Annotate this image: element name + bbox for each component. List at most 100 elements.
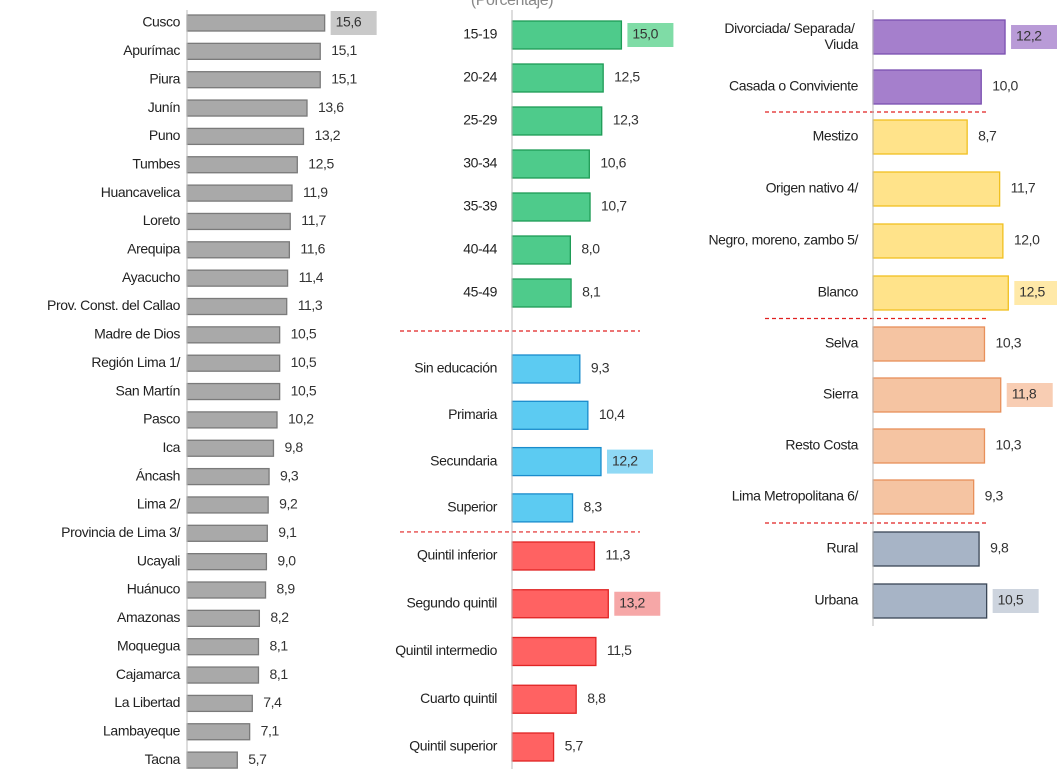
value-label: 10,5 — [291, 382, 317, 398]
value-label: 12,5 — [308, 155, 334, 171]
value-label: 10,4 — [599, 406, 625, 422]
category-label: Superior — [447, 499, 497, 515]
value-label: 9,0 — [277, 552, 296, 568]
value-label: 10,5 — [998, 592, 1024, 608]
category-label: Blanco — [818, 284, 859, 300]
bar — [186, 71, 321, 89]
bar — [186, 212, 291, 231]
value-label: 11,3 — [298, 297, 323, 313]
category-label: Mestizo — [813, 128, 859, 144]
bar — [511, 541, 596, 571]
bar — [186, 553, 268, 571]
category-label: 20-24 — [463, 69, 497, 85]
value-label: 11,3 — [605, 547, 630, 563]
value-label: 13,6 — [318, 99, 344, 115]
value-label: 10,6 — [600, 155, 626, 171]
bar — [511, 20, 623, 50]
category-label: 30-34 — [463, 155, 497, 171]
category-label: Piura — [149, 70, 180, 86]
value-label: 8,0 — [581, 241, 600, 257]
category-label: Ucayali — [137, 552, 180, 568]
value-label: 8,8 — [587, 690, 606, 706]
value-label: 9,2 — [279, 496, 298, 512]
bar — [186, 156, 298, 174]
value-label-bg — [606, 449, 653, 474]
category-label: 25-29 — [463, 112, 497, 128]
value-label: 12,3 — [613, 112, 639, 128]
category-label: Tumbes — [132, 155, 180, 171]
category-label: Divorciada/ Separada/ Viuda — [724, 20, 858, 52]
bar — [186, 694, 253, 713]
category-label: Áncash — [136, 467, 180, 483]
bar — [511, 235, 572, 265]
value-label: 8,9 — [277, 581, 296, 597]
bar — [872, 377, 1002, 413]
bar — [186, 609, 261, 627]
bar — [511, 732, 555, 762]
bar — [186, 638, 260, 656]
bar — [186, 411, 278, 429]
category-label: Lima Metropolitana 6/ — [732, 488, 859, 504]
bar — [511, 106, 603, 136]
value-label: 9,1 — [278, 524, 297, 540]
category-label: 15-19 — [463, 26, 497, 42]
bar — [186, 524, 268, 542]
value-label: 10,3 — [995, 335, 1021, 351]
category-label: Apurímac — [123, 42, 180, 58]
category-label: Resto Costa — [785, 437, 858, 453]
bar — [511, 278, 572, 308]
value-label: 12,0 — [1014, 232, 1040, 248]
value-label: 8,3 — [584, 499, 603, 515]
value-label: 10,0 — [992, 78, 1018, 94]
category-label: Junín — [148, 99, 180, 115]
category-label: Pasco — [143, 411, 181, 427]
category-label: Provincia de Lima 3/ — [61, 524, 180, 540]
category-label: San Martín — [116, 382, 180, 398]
value-label: 9,8 — [990, 540, 1009, 556]
value-label-bg — [330, 11, 377, 35]
value-label: 12,5 — [614, 69, 640, 85]
bar — [186, 382, 281, 401]
value-label: 9,3 — [591, 360, 610, 376]
category-label: Madre de Dios — [94, 326, 180, 342]
category-label: Ayacucho — [122, 269, 181, 285]
bar — [872, 69, 982, 105]
bar — [872, 428, 986, 464]
value-label: 8,2 — [270, 609, 289, 625]
bar — [186, 42, 321, 60]
value-label: 15,0 — [632, 26, 658, 42]
value-label: 11,7 — [301, 212, 326, 228]
bar — [872, 583, 988, 619]
value-label: 11,5 — [607, 642, 632, 658]
category-label: Quintil superior — [409, 738, 497, 754]
category-label: Moquegua — [117, 637, 181, 653]
category-label: Quintil inferior — [417, 547, 498, 563]
category-label: Arequipa — [127, 241, 180, 257]
bar — [511, 446, 602, 477]
value-label-bg — [1011, 25, 1057, 49]
value-label: 9,3 — [985, 488, 1004, 504]
value-label: 7,1 — [261, 722, 280, 738]
value-label: 7,4 — [263, 694, 282, 710]
category-label: La Libertad — [114, 694, 180, 710]
bar — [511, 192, 591, 222]
value-label: 15,1 — [331, 42, 357, 58]
chart-subtitle: (Porcentaje) — [471, 0, 553, 9]
category-label: Huánuco — [127, 581, 181, 597]
bar — [186, 14, 326, 32]
bar — [872, 19, 1006, 55]
bar — [186, 496, 269, 514]
bar — [511, 636, 597, 667]
value-label: 13,2 — [619, 594, 645, 610]
value-label: 15,1 — [331, 70, 357, 86]
value-label: 10,7 — [601, 198, 627, 214]
category-label: Cusco — [142, 14, 180, 30]
bar — [186, 467, 270, 486]
category-label: 45-49 — [463, 284, 497, 300]
value-label: 10,5 — [291, 326, 317, 342]
category-label: Región Lima 1/ — [91, 354, 180, 370]
category-label: Urbana — [814, 592, 858, 608]
value-label: 10,2 — [288, 411, 314, 427]
category-label: Quintil intermedio — [395, 642, 497, 658]
category-label: Origen nativo 4/ — [766, 180, 859, 196]
